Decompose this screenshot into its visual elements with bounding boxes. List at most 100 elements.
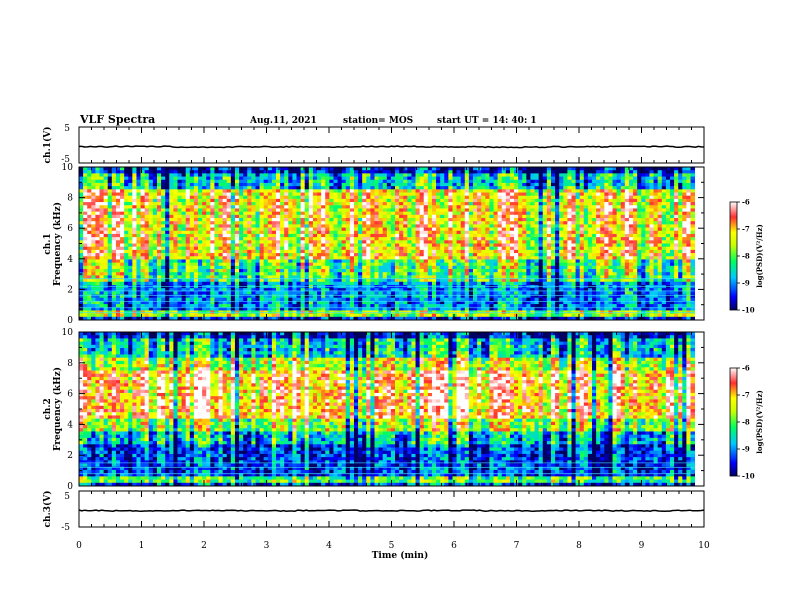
spectrogram-cell (124, 173, 129, 177)
spectrogram-cell (485, 272, 490, 276)
spectrogram-cell (107, 179, 113, 184)
spectrogram-cell (284, 304, 289, 308)
spectrogram-cell (140, 218, 146, 222)
spectrogram-cell (444, 198, 449, 203)
spectrogram-cell (292, 307, 297, 311)
spectrogram-cell (276, 202, 281, 206)
spectrogram-cell (317, 243, 322, 248)
spectrogram-cell (300, 246, 306, 251)
spectrogram-cell (333, 272, 338, 276)
spectrogram-cell (382, 167, 388, 171)
spectrogram-cell (140, 278, 146, 283)
spectrogram-cell (128, 249, 133, 254)
spectrogram-cell (230, 224, 236, 228)
spectrogram-cell (436, 281, 441, 286)
spectrogram-cell (358, 202, 363, 206)
spectrogram-cell (103, 259, 109, 264)
spectrogram-cell (345, 211, 351, 216)
spectrogram-cell (247, 182, 252, 187)
spectrogram-cell (440, 186, 445, 190)
spectrogram-cell (444, 269, 449, 273)
spectrogram-cell (440, 233, 445, 238)
spectrogram-cell (337, 205, 343, 209)
spectrogram-cell (419, 221, 425, 225)
spectrogram-cell (185, 278, 191, 283)
spectrogram-cell (243, 173, 248, 177)
spectrogram-cell (304, 227, 310, 232)
spectrogram-cell (477, 249, 482, 254)
spectrogram-cell (333, 281, 338, 286)
spectrogram-cell (152, 189, 158, 193)
spectrogram-cell (181, 179, 187, 184)
spectrogram-cell (280, 313, 285, 318)
spectrogram-cell (460, 288, 466, 292)
spectrogram-cell (366, 170, 371, 174)
spectrogram-cell (214, 246, 219, 251)
spectrogram-cell (460, 179, 466, 184)
spectrogram-cell (399, 205, 404, 209)
spectrogram-cell (99, 265, 105, 270)
spectrogram-cell (382, 291, 388, 295)
spectrogram-cell (464, 262, 470, 267)
spectrogram-cell (214, 265, 219, 270)
spectrogram-cell (308, 253, 314, 257)
spectrogram-cell (353, 272, 359, 276)
spectrogram-cell (99, 253, 105, 257)
spectrogram-cell (374, 170, 379, 174)
spectrogram-cell (308, 240, 314, 244)
spectrogram-cell (312, 221, 318, 225)
spectrogram-cell (247, 300, 252, 305)
spectrogram-cell (148, 221, 154, 225)
spectrogram-cell (263, 316, 269, 321)
spectrogram-cell (444, 208, 449, 213)
spectrogram-cell (325, 198, 330, 203)
spectrogram-cell (169, 278, 174, 283)
spectrogram-cell (243, 186, 248, 190)
spectrogram-cell (386, 230, 392, 235)
spectrogram-cell (193, 300, 199, 305)
spectrogram-cell (115, 256, 121, 260)
spectrogram-cell (460, 269, 466, 273)
spectrogram-cell (280, 170, 285, 174)
spectrogram-cell (239, 186, 244, 190)
spectrogram-cell (284, 288, 289, 292)
spectrogram-cell (444, 205, 449, 209)
spectrogram-cell (440, 275, 445, 279)
spectrogram-cell (169, 224, 174, 228)
spectrogram-cell (218, 233, 224, 238)
spectrogram-cell (206, 313, 211, 318)
spectrogram-cell (263, 240, 269, 244)
spectrogram-cell (411, 167, 416, 171)
spectrogram-cell (440, 230, 445, 235)
spectrogram-cell (440, 288, 445, 292)
spectrogram-cell (464, 202, 470, 206)
spectrogram-cell (460, 182, 466, 187)
spectrogram-cell (321, 275, 326, 279)
spectrogram-cell (99, 275, 105, 279)
spectrogram-cell (448, 192, 453, 197)
spectrogram-cell (456, 227, 462, 232)
spectrogram-cell (329, 300, 334, 305)
spectrogram-cell (473, 195, 478, 200)
spectrogram-cell (390, 294, 396, 299)
spectrogram-cell (325, 205, 330, 209)
spectrogram-cell (329, 291, 334, 295)
spectrogram-cell (341, 316, 347, 321)
spectrogram-cell (247, 189, 252, 193)
spectrogram-cell (103, 186, 109, 190)
spectrogram-cell (325, 195, 330, 200)
spectrogram-cell (267, 233, 273, 238)
spectrogram-cell (140, 281, 146, 286)
spectrogram-cell (304, 265, 310, 270)
spectrogram-cell (165, 230, 170, 235)
spectrogram-cell (210, 275, 215, 279)
spectrogram-cell (444, 272, 449, 276)
spectrogram-cell (317, 240, 322, 244)
spectrogram-cell (431, 176, 437, 181)
spectrogram-cell (444, 211, 449, 216)
spectrogram-cell (222, 259, 228, 264)
spectrogram-cell (87, 304, 92, 308)
spectrogram-cell (140, 230, 146, 235)
spectrogram-cell (226, 173, 232, 177)
spectrogram-cell (267, 198, 273, 203)
